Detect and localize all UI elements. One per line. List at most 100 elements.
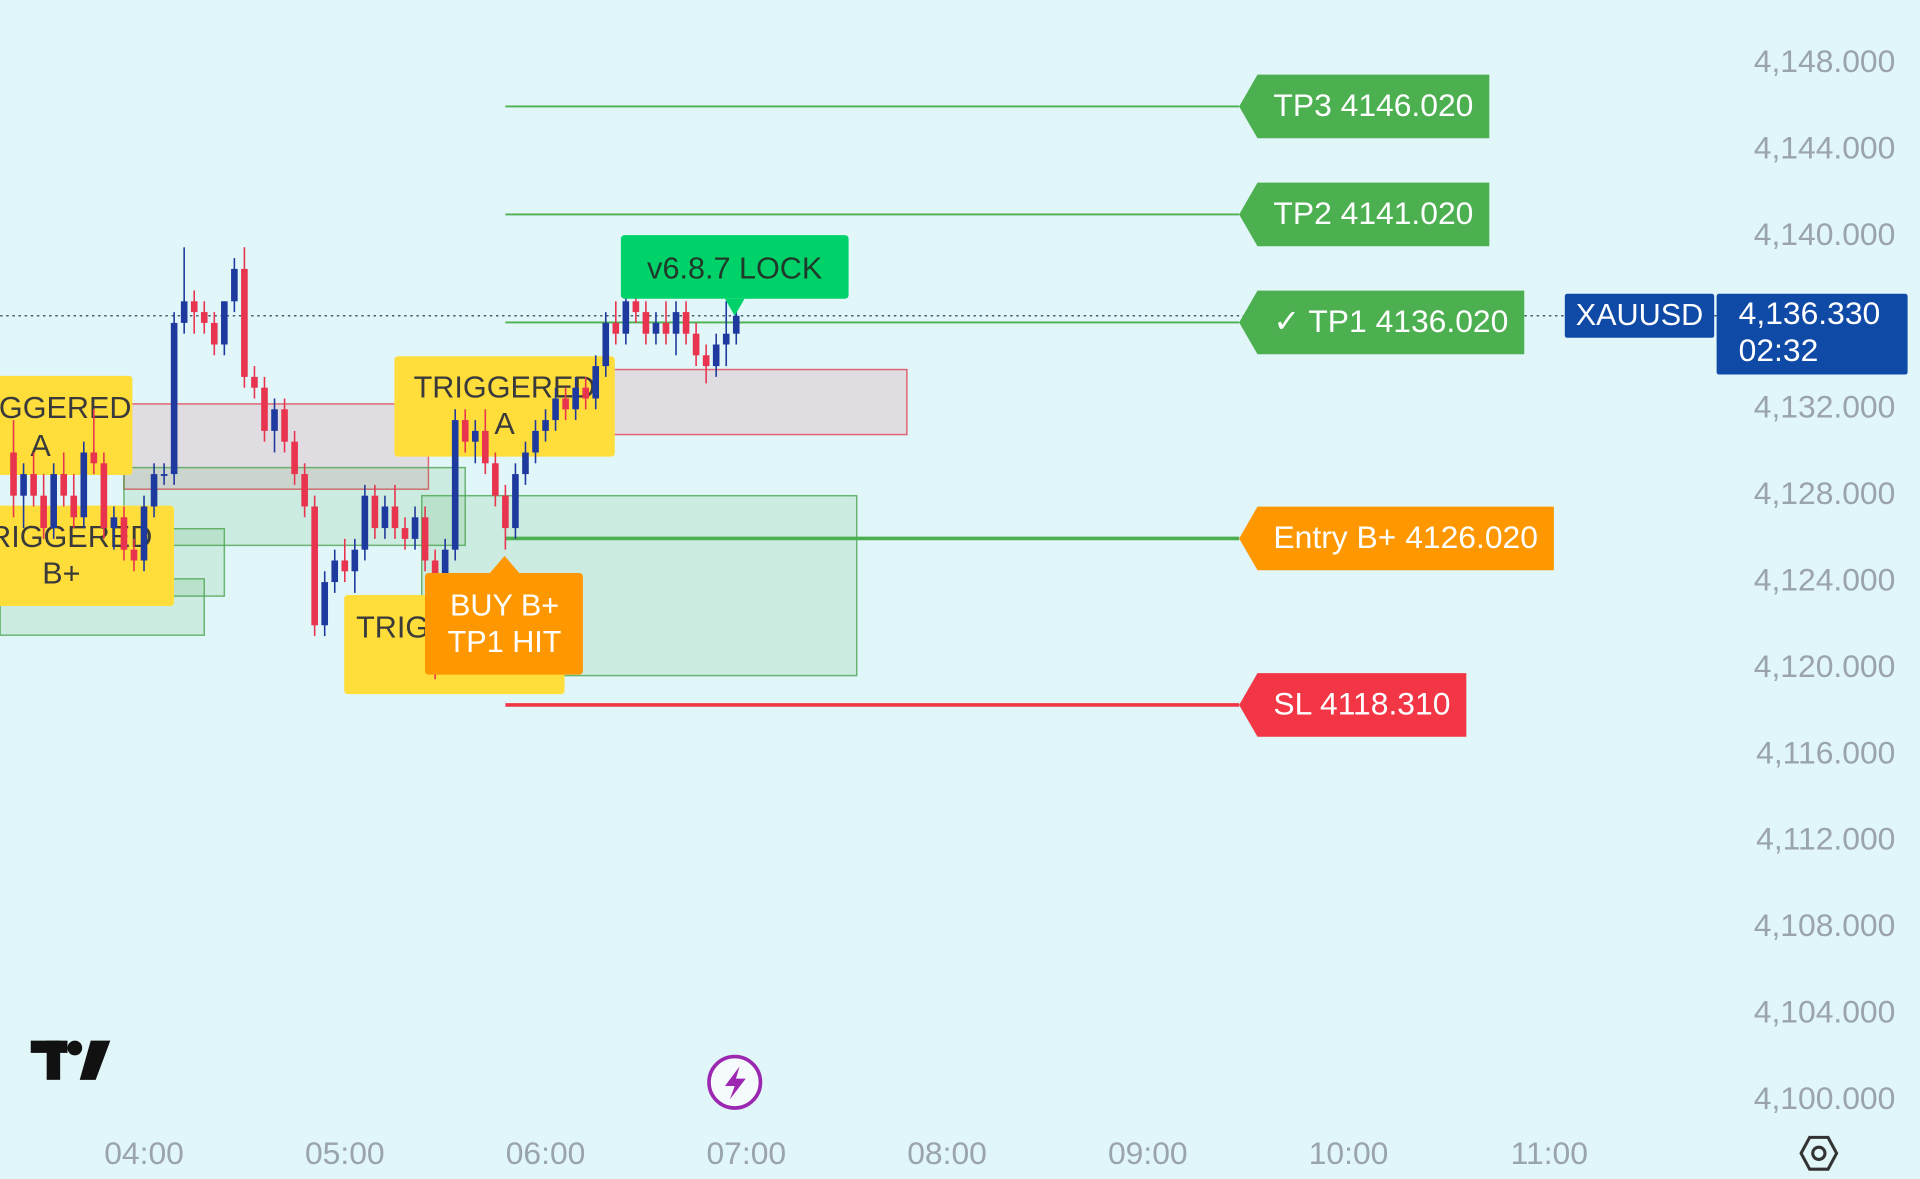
y-tick-label: 4,124.000 <box>1754 561 1896 597</box>
candle-body <box>492 463 499 496</box>
candle-body <box>261 387 268 431</box>
level-tag-text: SL 4118.310 <box>1273 686 1450 722</box>
candle-body <box>592 366 600 399</box>
zone <box>611 368 908 436</box>
candle-body <box>150 474 158 507</box>
lightning-button[interactable] <box>707 1054 763 1110</box>
candle-body <box>271 409 278 431</box>
candle-body <box>281 409 288 442</box>
candle-body <box>221 301 228 345</box>
candle-body <box>461 420 469 442</box>
x-tick-label: 05:00 <box>305 1135 385 1171</box>
candle-body <box>130 549 138 561</box>
countdown-text: 02:32 <box>1739 332 1819 368</box>
level-tag-text: TP2 4141.020 <box>1273 195 1473 231</box>
level-tag: TP3 4146.020 <box>1239 74 1490 139</box>
level-tag: TP2 4141.020 <box>1239 182 1490 247</box>
candle-body <box>200 312 208 323</box>
annotation-text: BUY B+ <box>450 588 559 622</box>
candle-body <box>231 268 238 302</box>
candle-body <box>401 528 409 539</box>
candle-body <box>552 398 559 421</box>
candle-body <box>612 322 620 334</box>
candle-body <box>632 301 640 313</box>
candle-body <box>722 333 730 345</box>
candle-body <box>572 387 579 410</box>
logo-part <box>79 1040 111 1080</box>
candle-body <box>361 495 369 550</box>
candle-body <box>672 312 680 334</box>
level-tag-shape <box>1239 506 1554 571</box>
y-tick-label: 4,100.000 <box>1754 1080 1896 1116</box>
annotation-box <box>0 375 133 476</box>
candle-body <box>502 495 509 529</box>
price-text: 4,136.330 <box>1739 295 1881 331</box>
candle-body <box>642 312 650 334</box>
level-tag-shape <box>1239 290 1525 355</box>
level-tag: ✓ TP1 4136.020 <box>1239 290 1525 355</box>
x-tick-label: 09:00 <box>1108 1135 1188 1171</box>
annotations-front: BUY B+TP1 HIT v6.8.7 LOCK <box>424 235 849 675</box>
annotation-text: A <box>30 429 51 463</box>
symbol-tag <box>1564 293 1715 338</box>
level-tags: TP3 4146.020 TP2 4141.020 ✓ TP1 4136.020 En… <box>1239 74 1554 737</box>
candle-body <box>241 268 248 377</box>
candle-body <box>341 560 349 572</box>
annotation-text: B+ <box>42 556 80 590</box>
settings-hex[interactable] <box>1799 1135 1839 1171</box>
candle-body <box>60 474 68 496</box>
candle-body <box>70 495 78 518</box>
candle-body <box>301 474 308 507</box>
candle-body <box>190 301 198 313</box>
lightning-icon[interactable] <box>724 1066 746 1100</box>
annotation: v6.8.7 LOCK <box>620 235 849 316</box>
symbol-text: XAUUSD <box>1576 298 1704 332</box>
settings-button[interactable] <box>1799 1135 1839 1171</box>
annotation-box <box>620 235 849 299</box>
annotation-box <box>394 356 615 457</box>
x-tick-label: 04:00 <box>104 1135 184 1171</box>
candles <box>10 247 740 680</box>
candle-body <box>30 474 37 496</box>
candle-body <box>251 376 258 388</box>
annotation-box <box>424 572 583 675</box>
candle-body <box>622 301 630 334</box>
candle-body <box>331 560 339 583</box>
y-tick-label: 4,128.000 <box>1754 475 1896 511</box>
candle-body <box>170 322 178 475</box>
logo-part <box>67 1040 83 1056</box>
logo-part <box>46 1040 61 1080</box>
candle-body <box>662 322 670 334</box>
y-tick-label: 4,120.000 <box>1754 648 1896 684</box>
level-tag-shape <box>1239 182 1490 247</box>
annotation: BUY B+TP1 HIT <box>424 555 583 675</box>
candle-body <box>692 333 700 356</box>
candle-body <box>532 430 539 453</box>
candle-body <box>652 322 660 334</box>
tradingview-logo <box>30 1040 111 1080</box>
candle-body <box>351 549 359 572</box>
settings-dot[interactable] <box>1811 1145 1827 1161</box>
candle-body <box>482 430 489 464</box>
level-tag-text: ✓ TP1 4136.020 <box>1273 303 1508 339</box>
candle-body <box>20 474 27 496</box>
y-tick-label: 4,148.000 <box>1754 43 1896 79</box>
candle-body <box>562 398 569 410</box>
level-tag-shape <box>1239 74 1490 139</box>
y-tick-label: 4,108.000 <box>1754 907 1896 943</box>
candle-body <box>732 315 740 334</box>
candle-body <box>391 506 399 529</box>
annotation-pointer <box>724 298 745 316</box>
candle-body <box>451 420 459 550</box>
y-tick-label: 4,144.000 <box>1754 130 1896 166</box>
y-tick-label: 4,116.000 <box>1756 734 1895 770</box>
annotation-text: TRIGGERED <box>0 391 131 425</box>
candle-body <box>50 474 57 529</box>
candle-body <box>40 495 47 529</box>
candle-body <box>712 344 720 367</box>
x-tick-label: 06:00 <box>506 1135 586 1171</box>
annotation-text: v6.8.7 LOCK <box>647 252 823 286</box>
candle-body <box>110 517 118 529</box>
